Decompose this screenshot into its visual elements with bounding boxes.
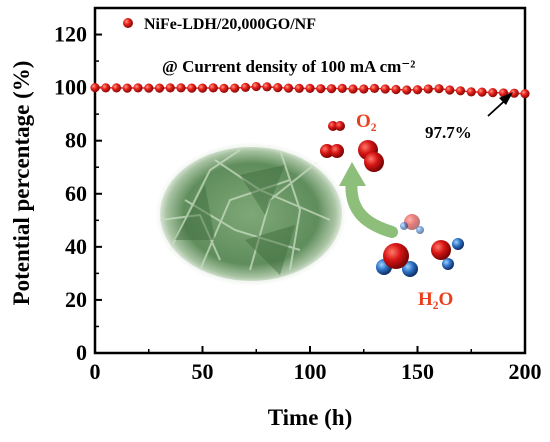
x-tick-label: 50 xyxy=(192,359,214,384)
data-point xyxy=(520,89,530,99)
legend-marker xyxy=(123,18,133,28)
data-point xyxy=(176,83,186,93)
h2o-molecules-icon xyxy=(376,214,464,277)
data-point xyxy=(154,83,165,93)
axis-ticks: 0 50 100 150 200 0 20 40 60 80 100 120 xyxy=(54,7,542,384)
data-point xyxy=(445,85,455,95)
data-point xyxy=(273,83,283,93)
data-point xyxy=(240,82,251,92)
o2-molecules-icon xyxy=(320,121,384,172)
h2o-label: H₂O xyxy=(418,289,453,310)
data-point xyxy=(283,83,294,93)
data-point xyxy=(133,83,143,93)
data-point xyxy=(466,87,476,97)
data-point xyxy=(208,83,218,93)
sem-image-inset xyxy=(150,137,352,291)
data-point xyxy=(380,84,390,94)
data-point xyxy=(90,83,100,93)
data-point xyxy=(197,83,208,93)
x-tick-label: 200 xyxy=(509,359,542,384)
x-tick-label: 150 xyxy=(401,359,434,384)
data-point xyxy=(230,83,240,93)
legend-label: NiFe-LDH/20,000GO/NF xyxy=(144,16,316,33)
retention-annotation: 97.7% xyxy=(425,123,472,142)
data-point xyxy=(144,83,154,93)
y-tick-label: 60 xyxy=(65,181,87,206)
y-tick-label: 100 xyxy=(54,75,87,100)
data-point xyxy=(391,84,401,95)
data-point xyxy=(509,88,519,98)
y-tick-label: 80 xyxy=(65,128,87,153)
data-point xyxy=(111,83,122,93)
current-density-annotation: @ Current density of 100 mA cm⁻² xyxy=(162,57,415,76)
data-point xyxy=(359,84,369,94)
x-tick-label: 0 xyxy=(90,359,101,384)
retention-arrow-icon xyxy=(487,92,513,117)
data-point xyxy=(326,84,337,94)
data-point xyxy=(165,83,175,93)
y-tick-label: 120 xyxy=(54,22,87,47)
y-tick-label: 0 xyxy=(76,340,87,365)
data-point xyxy=(262,82,272,92)
data-point xyxy=(402,85,412,95)
y-tick-label: 20 xyxy=(65,287,87,312)
x-axis-title: Time (h) xyxy=(268,405,353,430)
x-tick-label: 100 xyxy=(294,359,327,384)
data-point xyxy=(337,83,347,94)
data-point xyxy=(369,83,380,94)
data-point xyxy=(434,84,444,94)
data-series xyxy=(90,81,530,99)
y-axis-title: Potential percentage (%) xyxy=(9,61,34,306)
data-point xyxy=(348,84,358,94)
data-point xyxy=(251,81,261,92)
data-point xyxy=(477,87,487,97)
data-point xyxy=(101,83,111,93)
data-point xyxy=(423,84,433,94)
legend: NiFe-LDH/20,000GO/NF xyxy=(123,16,316,33)
data-point xyxy=(305,83,315,94)
data-point xyxy=(187,83,197,93)
reaction-arrow xyxy=(339,162,398,238)
data-point xyxy=(412,85,423,95)
data-point xyxy=(122,83,132,93)
o2-label: O₂ xyxy=(356,111,377,132)
data-point xyxy=(294,83,304,94)
data-point xyxy=(219,83,229,94)
data-point xyxy=(455,86,466,96)
data-point xyxy=(488,88,498,98)
data-point xyxy=(316,84,326,94)
y-tick-label: 40 xyxy=(65,234,87,259)
